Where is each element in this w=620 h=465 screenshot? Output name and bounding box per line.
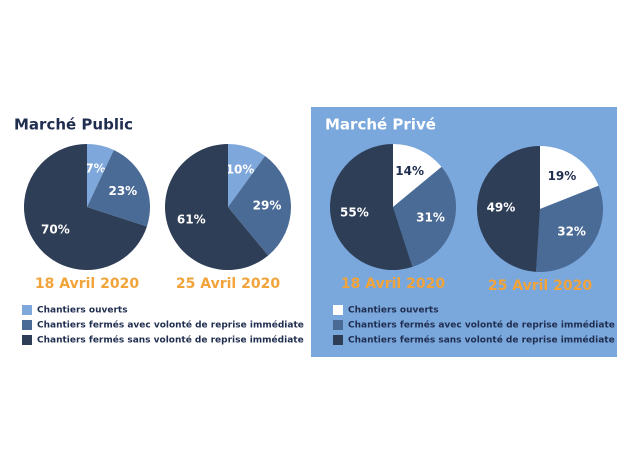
legend-swatch (333, 335, 343, 345)
slice-label: 70% (41, 222, 70, 236)
slice-label: 14% (395, 164, 424, 178)
slice-label: 29% (253, 198, 282, 212)
slice-label: 55% (340, 206, 369, 220)
section-title: Marché Public (14, 116, 133, 134)
section-title: Marché Privé (325, 116, 436, 134)
pie-slice (228, 144, 266, 207)
pie-slice (536, 185, 603, 272)
slice-label: 61% (177, 213, 206, 227)
legend-label: Chantiers fermés sans volonté de reprise… (348, 335, 615, 346)
chart-date: 25 Avril 2020 (176, 276, 280, 292)
slice-label: 49% (487, 200, 516, 214)
pie-slice (393, 166, 456, 267)
pie-slice (24, 144, 147, 270)
legend-swatch (22, 335, 32, 345)
pie-slice (540, 146, 599, 209)
pie-slice (477, 146, 540, 272)
legend-label: Chantiers fermés sans volonté de reprise… (37, 335, 304, 346)
legend-label: Chantiers ouverts (348, 306, 439, 316)
legend-swatch (333, 305, 343, 315)
slice-label: 31% (416, 210, 445, 224)
legend-label: Chantiers fermés avec volonté de reprise… (348, 320, 615, 331)
slice-label: 7% (85, 161, 105, 175)
pie-slice (393, 144, 442, 207)
pie-slice (228, 156, 291, 256)
pie-slice (87, 149, 150, 227)
pie-slice (165, 144, 269, 270)
legend-swatch (22, 305, 32, 315)
slice-label: 32% (557, 224, 586, 238)
chart-date: 25 Avril 2020 (488, 278, 592, 294)
chart-date: 18 Avril 2020 (341, 276, 445, 292)
chart-date: 18 Avril 2020 (35, 276, 139, 292)
legend-label: Chantiers ouverts (37, 306, 128, 316)
legend-label: Chantiers fermés avec volonté de reprise… (37, 320, 304, 331)
legend-swatch (22, 320, 32, 330)
slice-label: 23% (108, 184, 137, 198)
slice-label: 19% (548, 169, 577, 183)
pie-slice (87, 144, 114, 207)
legend-swatch (333, 320, 343, 330)
slice-label: 10% (226, 162, 255, 176)
pie-slice (330, 144, 413, 271)
